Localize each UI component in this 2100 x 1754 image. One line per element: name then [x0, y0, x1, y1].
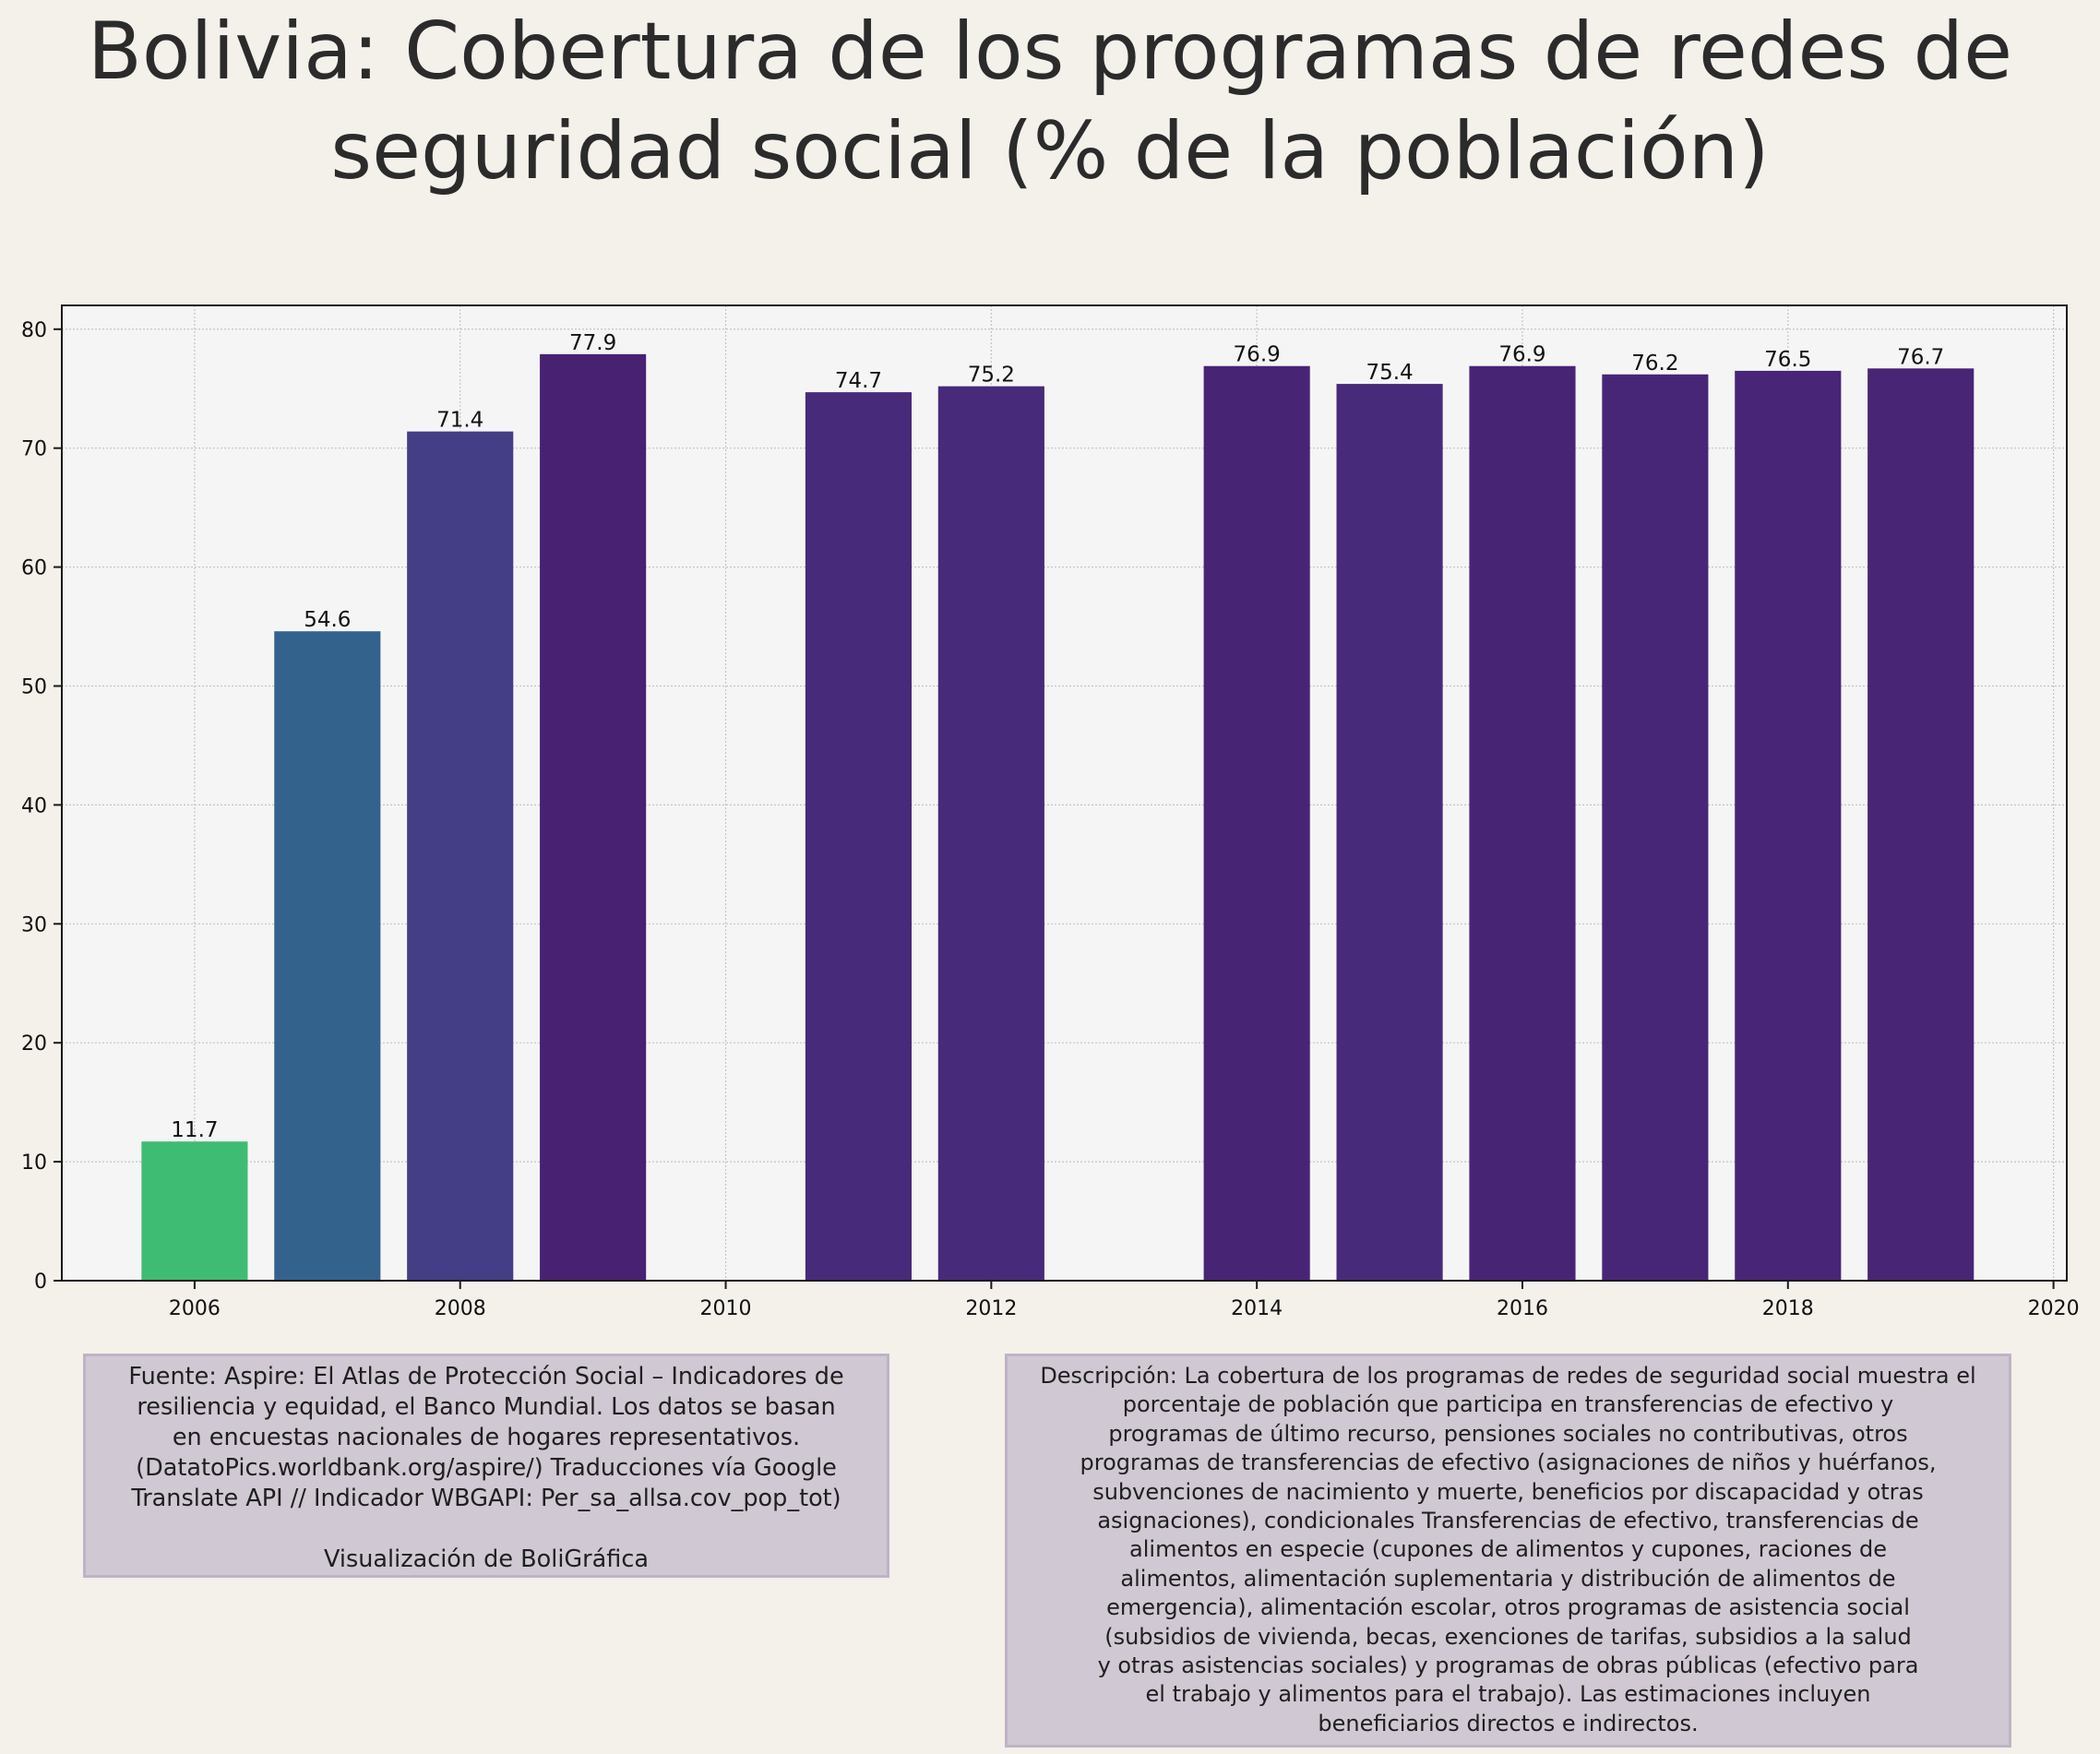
bar-value-label: 76.7	[1897, 345, 1944, 369]
bar-2018	[1735, 370, 1842, 1281]
bar-value-label: 76.2	[1631, 352, 1678, 376]
bar-value-label: 76.5	[1764, 348, 1811, 372]
x-tick-label: 2006	[169, 1297, 221, 1320]
x-tick-label: 2012	[965, 1297, 1017, 1320]
x-tick-label: 2008	[435, 1297, 486, 1320]
bar-value-label: 54.6	[304, 608, 351, 632]
bar-value-labels: 11.7 54.6 71.4 77.9 74.7 75.2 76.9 75.4 76.9 76.2…	[171, 331, 1944, 1142]
y-tick-label: 40	[21, 794, 47, 817]
bar-value-label: 76.9	[1234, 343, 1281, 367]
bar-2019	[1867, 368, 1975, 1281]
x-axis-ticks: 2006 2008 2010 2012 2014 2016 2018 2020	[169, 1281, 2080, 1320]
y-tick-label: 50	[21, 675, 47, 698]
y-tick-label: 30	[21, 913, 47, 937]
plot-area	[62, 305, 2067, 1281]
y-tick-label: 70	[21, 438, 47, 461]
bar-2012	[937, 386, 1044, 1281]
bar-2008	[407, 431, 514, 1281]
source-note: Fuente: Aspire: El Atlas de Protección S…	[83, 1354, 889, 1578]
y-tick-label: 10	[21, 1151, 47, 1175]
x-tick-label: 2016	[1497, 1297, 1548, 1320]
x-tick-label: 2014	[1231, 1297, 1283, 1320]
x-tick-label: 2018	[1762, 1297, 1814, 1320]
bar-chart: 11.7 54.6 71.4 77.9 74.7 75.2 76.9 75.4 76.9 76.2…	[21, 304, 2080, 1320]
bar-2017	[1602, 374, 1709, 1281]
bar-value-label: 75.4	[1366, 361, 1413, 385]
y-tick-label: 0	[34, 1271, 47, 1294]
plot-frame	[61, 304, 2068, 1282]
bar-value-label: 11.7	[171, 1118, 218, 1142]
y-tick-label: 20	[21, 1032, 47, 1056]
bar-value-label: 74.7	[835, 369, 882, 393]
y-axis-ticks: 0 10 20 30 40 50 60 70 80	[21, 319, 62, 1294]
bar-2009	[540, 353, 647, 1282]
chart-title-line-1: Bolivia: Cobertura de los programas de r…	[87, 6, 2013, 98]
bar-2014	[1203, 365, 1310, 1281]
bar-2015	[1336, 384, 1443, 1281]
bar-value-label: 71.4	[436, 409, 483, 433]
bar-value-label: 76.9	[1498, 343, 1545, 367]
y-tick-label: 60	[21, 557, 47, 580]
y-tick-label: 80	[21, 319, 47, 342]
x-tick-label: 2020	[2028, 1297, 2080, 1320]
bar-value-label: 75.2	[968, 364, 1015, 388]
bar-2016	[1469, 365, 1576, 1281]
chart-title-line-2: seguridad social (% de la población)	[330, 105, 1770, 197]
bar-2011	[805, 392, 913, 1282]
chart-title: Bolivia: Cobertura de los programas de r…	[0, 0, 2100, 201]
bar-2006	[141, 1141, 248, 1281]
bars	[141, 353, 1975, 1282]
x-tick-label: 2010	[700, 1297, 752, 1320]
bar-value-label: 77.9	[569, 331, 616, 355]
bar-2007	[274, 631, 381, 1281]
description-note: Descripción: La cobertura de los program…	[1005, 1354, 2011, 1748]
